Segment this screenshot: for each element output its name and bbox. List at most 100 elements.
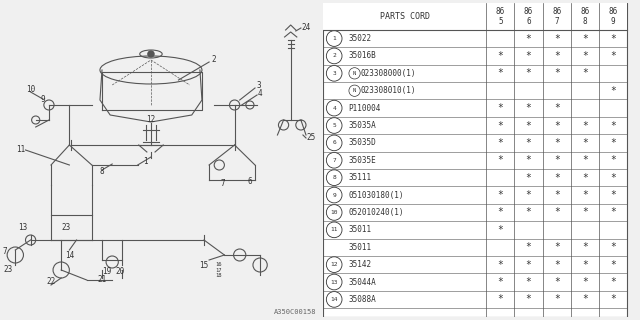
Text: *: * bbox=[611, 155, 616, 165]
Text: 23: 23 bbox=[61, 222, 71, 231]
Text: *: * bbox=[554, 207, 560, 218]
Text: *: * bbox=[497, 225, 503, 235]
Bar bbox=[323, 3, 627, 30]
Text: *: * bbox=[554, 121, 560, 131]
Text: 35016B: 35016B bbox=[348, 52, 376, 60]
Text: *: * bbox=[497, 260, 503, 270]
Text: 6: 6 bbox=[248, 178, 252, 187]
Text: *: * bbox=[525, 68, 532, 78]
Text: P110004: P110004 bbox=[348, 104, 381, 113]
Text: 3: 3 bbox=[257, 82, 261, 91]
Text: *: * bbox=[582, 242, 588, 252]
Text: 20: 20 bbox=[116, 268, 125, 276]
Text: 6: 6 bbox=[332, 140, 336, 145]
Text: 023308010(1): 023308010(1) bbox=[361, 86, 417, 95]
Text: *: * bbox=[525, 207, 532, 218]
Text: 35035A: 35035A bbox=[348, 121, 376, 130]
Text: 023308000(1): 023308000(1) bbox=[361, 69, 417, 78]
Text: *: * bbox=[554, 294, 560, 304]
Text: 86
9: 86 9 bbox=[609, 7, 618, 26]
Text: *: * bbox=[497, 190, 503, 200]
Text: *: * bbox=[611, 121, 616, 131]
Text: *: * bbox=[525, 294, 532, 304]
Text: *: * bbox=[525, 34, 532, 44]
Text: 10: 10 bbox=[26, 85, 35, 94]
Text: *: * bbox=[497, 51, 503, 61]
Text: 9: 9 bbox=[332, 193, 336, 197]
Text: 86
5: 86 5 bbox=[496, 7, 505, 26]
Text: *: * bbox=[554, 260, 560, 270]
Text: *: * bbox=[525, 51, 532, 61]
Text: *: * bbox=[554, 68, 560, 78]
Text: 051030180(1): 051030180(1) bbox=[348, 191, 404, 200]
Text: *: * bbox=[582, 34, 588, 44]
Text: *: * bbox=[497, 138, 503, 148]
Text: 16
17
18: 16 17 18 bbox=[215, 262, 221, 278]
Text: 10: 10 bbox=[330, 210, 338, 215]
Text: *: * bbox=[497, 294, 503, 304]
Text: *: * bbox=[611, 190, 616, 200]
Text: *: * bbox=[611, 51, 616, 61]
Text: *: * bbox=[554, 190, 560, 200]
Text: *: * bbox=[525, 242, 532, 252]
Text: 25: 25 bbox=[307, 133, 316, 142]
Text: PARTS CORD: PARTS CORD bbox=[380, 12, 429, 21]
Text: 35011: 35011 bbox=[348, 225, 371, 234]
Text: *: * bbox=[611, 242, 616, 252]
Text: 11: 11 bbox=[16, 145, 25, 154]
Text: N: N bbox=[353, 88, 356, 93]
Text: *: * bbox=[611, 86, 616, 96]
Text: 5: 5 bbox=[332, 123, 336, 128]
Text: *: * bbox=[525, 190, 532, 200]
Text: *: * bbox=[582, 260, 588, 270]
Text: *: * bbox=[554, 173, 560, 183]
Text: *: * bbox=[525, 138, 532, 148]
Text: 23: 23 bbox=[4, 266, 13, 275]
Text: 14: 14 bbox=[330, 297, 338, 302]
Text: 8: 8 bbox=[332, 175, 336, 180]
Text: *: * bbox=[497, 207, 503, 218]
Text: 7: 7 bbox=[220, 180, 225, 188]
Text: *: * bbox=[611, 207, 616, 218]
Text: *: * bbox=[497, 155, 503, 165]
Text: *: * bbox=[582, 155, 588, 165]
Text: *: * bbox=[611, 138, 616, 148]
Text: 24: 24 bbox=[301, 22, 310, 31]
Text: *: * bbox=[497, 68, 503, 78]
Text: 4: 4 bbox=[332, 106, 336, 111]
Text: *: * bbox=[525, 155, 532, 165]
Text: 15: 15 bbox=[200, 260, 209, 269]
Text: *: * bbox=[611, 260, 616, 270]
Text: *: * bbox=[554, 138, 560, 148]
Text: 7: 7 bbox=[332, 158, 336, 163]
Text: 35088A: 35088A bbox=[348, 295, 376, 304]
Text: *: * bbox=[582, 207, 588, 218]
Text: *: * bbox=[582, 121, 588, 131]
Text: *: * bbox=[525, 103, 532, 113]
Text: 86
7: 86 7 bbox=[552, 7, 561, 26]
Text: *: * bbox=[611, 277, 616, 287]
Text: 7: 7 bbox=[3, 247, 8, 257]
Text: *: * bbox=[497, 277, 503, 287]
Text: *: * bbox=[582, 190, 588, 200]
Text: *: * bbox=[554, 103, 560, 113]
Text: *: * bbox=[525, 121, 532, 131]
Text: 35011: 35011 bbox=[348, 243, 371, 252]
Text: *: * bbox=[525, 260, 532, 270]
Text: 12: 12 bbox=[330, 262, 338, 267]
Text: *: * bbox=[525, 173, 532, 183]
Text: 21: 21 bbox=[97, 276, 107, 284]
Text: *: * bbox=[497, 103, 503, 113]
Text: *: * bbox=[582, 277, 588, 287]
Text: 8: 8 bbox=[100, 167, 104, 177]
Text: 13: 13 bbox=[330, 279, 338, 284]
Text: 86
6: 86 6 bbox=[524, 7, 533, 26]
Circle shape bbox=[148, 51, 154, 57]
Text: 22: 22 bbox=[46, 277, 56, 286]
Text: 86
8: 86 8 bbox=[580, 7, 589, 26]
Text: 14: 14 bbox=[65, 251, 74, 260]
Text: N: N bbox=[353, 71, 356, 76]
Text: 3: 3 bbox=[332, 71, 336, 76]
Text: *: * bbox=[582, 138, 588, 148]
Text: A350C00158: A350C00158 bbox=[274, 309, 316, 315]
